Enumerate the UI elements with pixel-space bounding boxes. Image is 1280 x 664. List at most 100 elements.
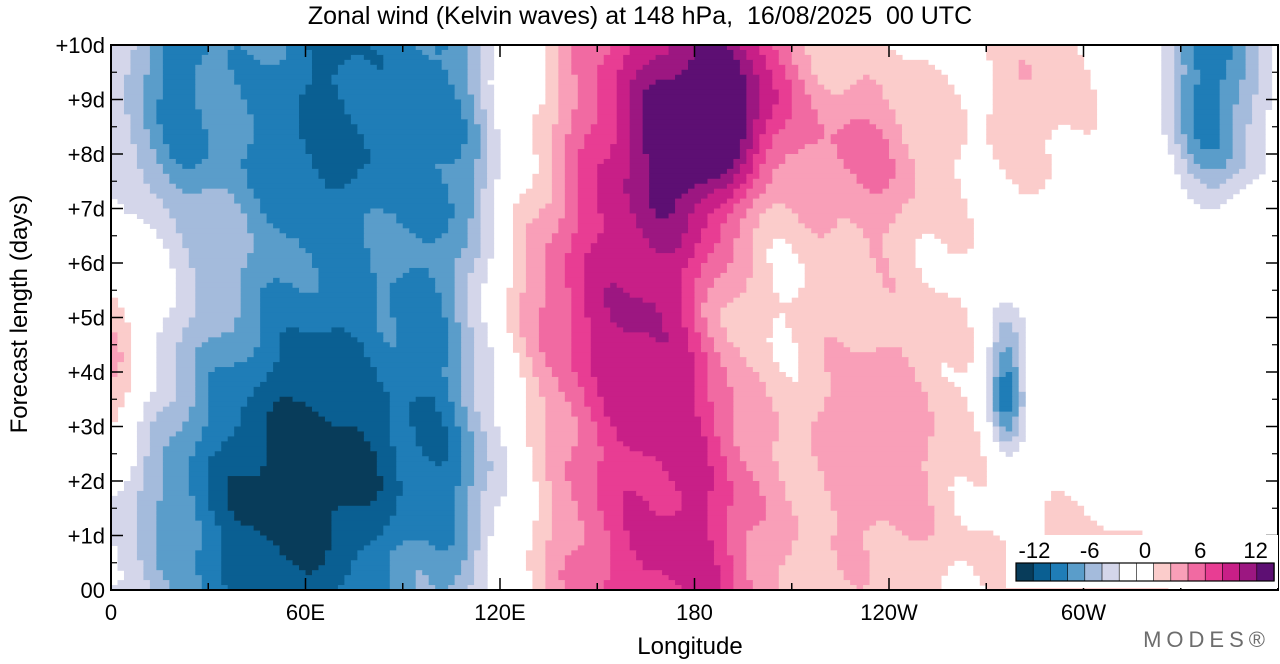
contour-cell [545,357,572,363]
contour-cell [143,99,157,106]
contour-cell [551,485,572,492]
contour-cell [986,49,1078,56]
contour-cell [123,109,145,115]
contour-cell [1161,74,1175,81]
contour-cell [448,357,462,363]
contour-cell [726,218,741,224]
contour-cell [746,158,754,165]
contour-cell [396,466,462,472]
contour-cell [986,129,1052,135]
contour-cell [1161,129,1175,135]
contour-cell [357,555,391,561]
contour-cell [992,421,1000,428]
contour-cell [992,357,1000,363]
contour-cell [733,585,754,591]
contour-cell [759,74,773,81]
contour-cell [1232,149,1247,155]
contour-cell [616,282,683,289]
contour-cell [188,456,209,462]
contour-cell [992,89,1098,96]
contour-cell [940,238,974,244]
contour-cell [337,69,449,76]
contour-cell [383,481,404,487]
contour-cell [700,263,728,269]
contour-cell [571,307,585,314]
contour-cell [1219,139,1234,145]
contour-cell [266,421,333,428]
contour-cell [584,540,611,546]
contour-cell [428,272,456,279]
contour-cell [746,79,760,86]
contour-cell [713,243,734,249]
contour-cell [266,282,294,289]
contour-cell [538,307,572,314]
contour-cell [564,555,611,561]
contour-cell [253,119,300,125]
contour-cell [253,54,287,61]
contour-cell [811,228,832,234]
contour-cell [143,466,164,472]
contour-cell [1258,89,1273,96]
contour-cell [474,352,495,358]
contour-cell [448,74,469,81]
contour-cell [111,193,157,200]
contour-cell [448,347,462,353]
contour-cell [376,292,391,299]
contour-cell [337,89,456,96]
contour-cell [474,367,495,373]
contour-cell [830,139,890,145]
contour-cell [480,510,495,517]
contour-cell [130,476,145,482]
contour-cell [759,49,780,56]
contour-cell [772,178,858,185]
contour-cell [363,431,391,437]
contour-cell [597,421,611,428]
contour-cell [1245,69,1260,76]
contour-cell [571,495,598,502]
contour-cell [603,302,657,309]
contour-cell [201,119,255,125]
contour-cell [149,441,170,447]
contour-cell [480,144,488,150]
contour-cell [778,99,793,106]
contour-cell [1200,178,1227,185]
contour-cell [707,357,722,363]
contour-cell [901,139,968,145]
contour-cell [629,84,650,91]
contour-cell [597,481,676,487]
contour-cell [999,411,1020,418]
contour-cell [214,520,242,527]
x-tick-label: 0 [105,600,117,625]
contour-cell [448,332,462,338]
contour-cell [299,109,345,115]
contour-cell [143,114,157,120]
contour-cell [1258,54,1273,61]
contour-cell [545,461,566,467]
contour-cell [538,154,553,160]
contour-cell [551,520,585,527]
contour-cell [629,104,644,110]
contour-cell [448,431,462,437]
colorbar-swatch [1170,562,1189,582]
contour-cell [266,431,365,437]
contour-cell [467,317,482,324]
contour-cell [370,158,456,165]
contour-cell [759,218,799,224]
contour-cell [156,337,183,343]
contour-cell [688,337,702,343]
contour-cell [992,401,1000,408]
contour-cell [1245,59,1260,66]
contour-cell [512,243,527,249]
contour-cell [1161,114,1175,120]
contour-cell [111,337,119,343]
contour-cell [519,352,527,358]
contour-cell [707,352,722,358]
contour-cell [182,327,235,333]
contour-cell [739,451,773,457]
contour-cell [396,471,462,477]
contour-cell [675,198,702,205]
contour-cell [409,411,443,418]
contour-cell [143,565,157,571]
contour-cell [545,575,559,581]
contour-cell [603,580,676,586]
